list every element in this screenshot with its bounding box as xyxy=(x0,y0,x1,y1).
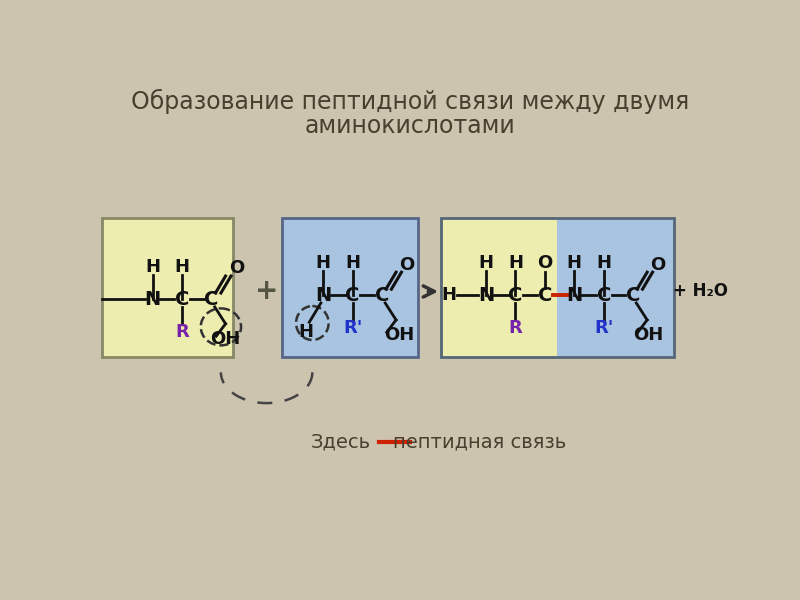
Text: H: H xyxy=(566,254,582,272)
Text: H: H xyxy=(508,254,523,272)
Text: аминокислотами: аминокислотами xyxy=(305,114,515,138)
Text: OH: OH xyxy=(634,326,664,344)
Text: + H₂O: + H₂O xyxy=(673,283,728,301)
Text: пептидная связь: пептидная связь xyxy=(393,432,566,451)
Text: C: C xyxy=(626,286,640,305)
Text: H: H xyxy=(174,258,190,276)
Text: C: C xyxy=(346,286,360,305)
Text: R': R' xyxy=(594,319,614,337)
Text: H: H xyxy=(442,286,456,304)
FancyBboxPatch shape xyxy=(102,218,234,357)
Text: OH: OH xyxy=(384,326,414,344)
FancyBboxPatch shape xyxy=(282,218,418,357)
Text: C: C xyxy=(508,286,522,305)
Text: C: C xyxy=(538,286,552,305)
Text: Здесь: Здесь xyxy=(310,432,370,451)
Text: O: O xyxy=(650,256,666,274)
Text: R': R' xyxy=(343,319,362,337)
Text: O: O xyxy=(229,259,244,277)
Text: C: C xyxy=(597,286,611,305)
Text: H: H xyxy=(146,258,160,276)
Text: H: H xyxy=(298,323,314,341)
Text: N: N xyxy=(566,286,582,305)
Text: O: O xyxy=(538,254,553,272)
Text: N: N xyxy=(145,290,161,308)
Text: N: N xyxy=(478,286,494,305)
Text: C: C xyxy=(375,286,390,305)
FancyBboxPatch shape xyxy=(558,218,674,357)
Text: Образование пептидной связи между двумя: Образование пептидной связи между двумя xyxy=(131,89,689,114)
Text: R: R xyxy=(509,319,522,337)
FancyBboxPatch shape xyxy=(441,218,558,357)
Text: H: H xyxy=(596,254,611,272)
Text: C: C xyxy=(205,290,218,308)
Text: OH: OH xyxy=(210,330,241,348)
Text: H: H xyxy=(345,254,360,272)
Text: N: N xyxy=(315,286,331,305)
Text: +: + xyxy=(255,277,278,305)
Text: H: H xyxy=(478,254,494,272)
Text: R: R xyxy=(175,323,189,341)
Text: O: O xyxy=(399,256,414,274)
Text: C: C xyxy=(175,290,190,308)
Text: H: H xyxy=(316,254,330,272)
